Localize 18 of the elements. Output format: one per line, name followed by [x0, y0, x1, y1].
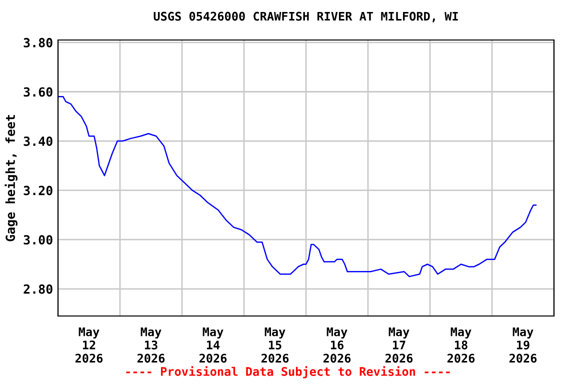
x-tick-label: May 12 2026 — [75, 327, 103, 363]
text: ---- Provisional Data Subject to Revision ---- — [126, 366, 450, 378]
x-tick-label: May 18 2026 — [447, 327, 475, 363]
x-tick-label: May 13 2026 — [137, 327, 165, 363]
line-series — [58, 96, 537, 278]
y-axis-title: Gage height, feet — [4, 115, 18, 242]
y-tick-label: 3.00 — [24, 235, 52, 245]
y-tick-label: 3.60 — [24, 87, 52, 97]
y-tick-label: 3.80 — [24, 38, 52, 48]
x-tick-label: May 15 2026 — [261, 327, 289, 363]
y-tick-label: 2.80 — [24, 284, 52, 294]
y-tick-label: 3.20 — [24, 186, 52, 196]
y-tick-label: 3.40 — [24, 136, 52, 146]
x-tick-label: May 19 2026 — [509, 327, 537, 363]
chart-title: USGS 05426000 CRAWFISH RIVER AT MILFORD, WI — [154, 12, 458, 22]
x-tick-label: May 16 2026 — [323, 327, 351, 363]
x-tick-label: May 14 2026 — [199, 327, 227, 363]
x-tick-label: May 17 2026 — [385, 327, 413, 363]
